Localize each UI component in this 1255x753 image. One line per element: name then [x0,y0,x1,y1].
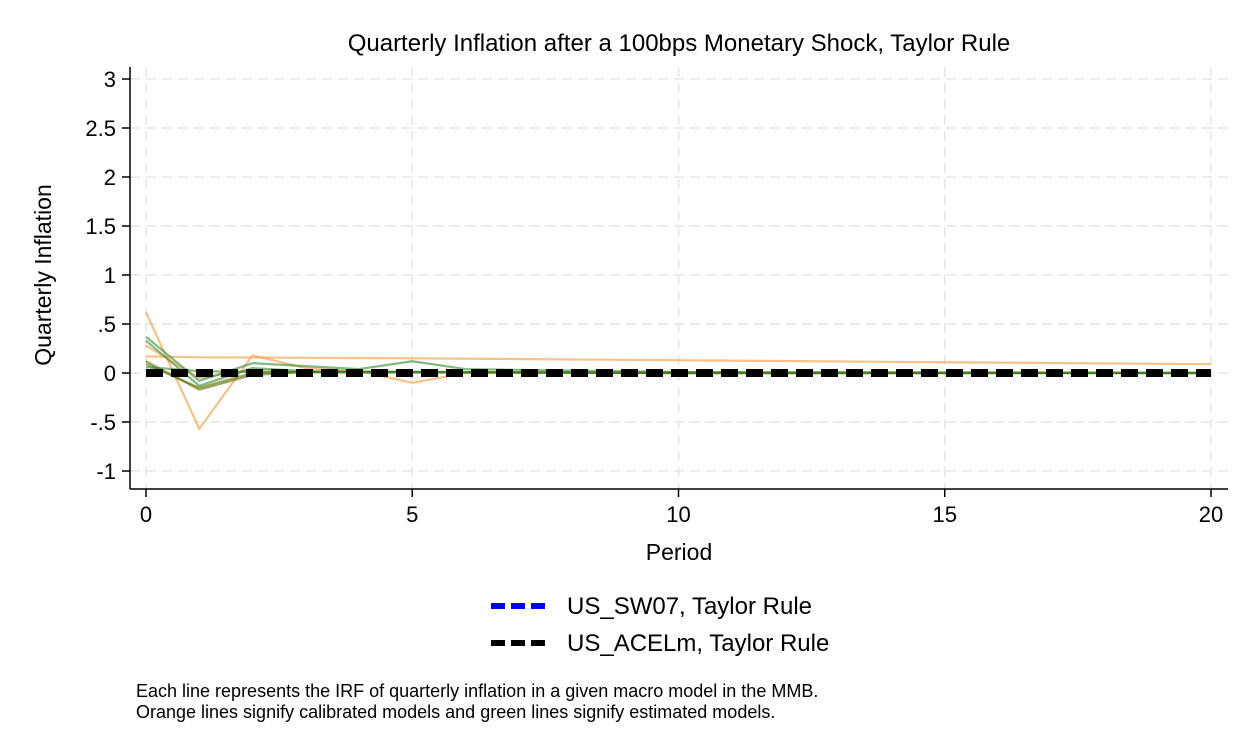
legend-label-us-acelm: US_ACELm, Taylor Rule [567,630,829,657]
x-axis-label: Period [646,539,712,565]
y-tick-label: 2 [104,165,116,190]
y-tick-label: 2.5 [85,116,116,141]
x-tick-label: 5 [406,502,418,527]
grid-lines [130,67,1228,489]
x-tick-label: 0 [140,502,152,527]
model-line-calibrated-1 [145,355,1212,366]
y-tick-label: 1.5 [85,214,116,239]
y-tick-label: -1 [96,459,116,484]
y-tick-label: 1 [104,263,116,288]
x-tick-label: 10 [666,502,690,527]
x-axis-ticks: 0 5 10 15 20 [140,489,1223,527]
y-tick-label: .5 [98,312,116,337]
chart-title: Quarterly Inflation after a 100bps Monet… [348,30,1011,57]
note-line-1: Each line represents the IRF of quarterl… [136,681,818,701]
x-tick-label: 20 [1199,502,1223,527]
legend-label-us-sw07: US_SW07, Taylor Rule [567,593,812,620]
legend: US_SW07, Taylor Rule US_ACELm, Taylor Ru… [491,593,829,657]
x-tick-label: 15 [933,502,957,527]
y-axis-ticks: 32.521.51.50-.5-1 [85,67,130,484]
note-line-2: Orange lines signify calibrated models a… [136,702,775,722]
y-tick-label: -.5 [90,410,116,435]
y-axis-label: Quarterly Inflation [30,184,56,366]
y-tick-label: 3 [104,67,116,92]
y-tick-label: 0 [104,361,116,386]
